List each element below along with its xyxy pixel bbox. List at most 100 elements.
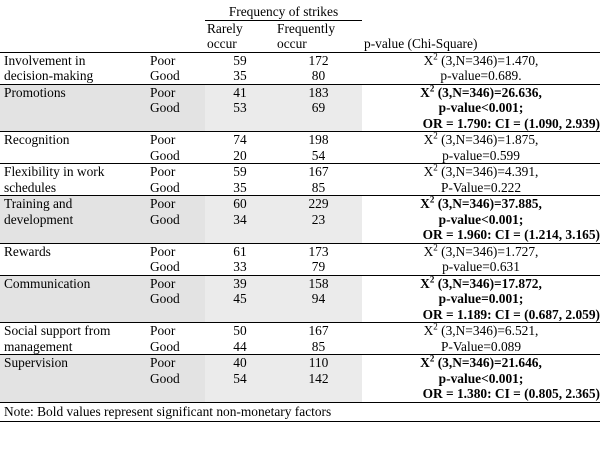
- frequently-count-cell: 173: [275, 242, 362, 259]
- frequently-count-cell: 85: [311, 179, 326, 195]
- table-row: Training and Poor 60 229 X2 (3,N=346)=37.885…: [0, 195, 600, 212]
- factor-label-cont: [0, 306, 148, 323]
- rating-cell: Good: [148, 100, 205, 116]
- pvalue-cell: P-Value=0.222: [362, 180, 600, 196]
- factor-label-cont: [0, 148, 148, 164]
- factor-label: Social support from: [0, 322, 148, 339]
- rating-cell: Poor: [148, 131, 205, 148]
- header-row-group: Frequency of strikes: [0, 4, 600, 21]
- chi-square-statistic: (3,N=346)=17.872,: [437, 275, 542, 291]
- pvalue-cell: p-value=0.001;: [362, 291, 600, 307]
- factor-label: Rewards: [0, 242, 148, 259]
- rating-cell: Good: [150, 259, 180, 274]
- chi-square-statistic: (3,N=346)=21.646,: [437, 355, 542, 370]
- rating-cell: Good: [150, 147, 180, 163]
- chi-square-statistic: (3,N=346)=4.391,: [441, 164, 539, 179]
- factor-label-cont: [0, 291, 148, 307]
- rating-cell: Good: [148, 370, 205, 386]
- frequently-count-cell: 69: [275, 100, 362, 116]
- factor-label-cont: decision-making: [4, 68, 94, 83]
- table-row: Good 20 54 p-value=0.599: [0, 148, 600, 164]
- frequently-count-cell: 85: [311, 338, 326, 354]
- factor-label: Communication: [0, 274, 148, 291]
- pvalue-cell: X2 (3,N=346)=17.872,: [362, 274, 600, 291]
- table-row: management Good 44 85 P-Value=0.089: [0, 339, 600, 355]
- frequently-count-cell: 94: [275, 291, 362, 307]
- factor-label-cont: [0, 370, 148, 386]
- rating-cell: Poor: [148, 274, 205, 291]
- chi-square-statistic: (3,N=346)=1.727,: [441, 243, 539, 259]
- rarely-count-cell: 59: [205, 51, 275, 68]
- frequently-count-cell: 167: [275, 322, 362, 339]
- table-row: Supervision Poor 40 110 X2 (3,N=346)=21.646,: [0, 354, 600, 371]
- rarely-count-cell: 61: [205, 242, 275, 259]
- table-row: Promotions Poor 41 183 X2 (3,N=346)=26.636,: [0, 83, 600, 100]
- rarely-count-cell: 35: [233, 68, 247, 83]
- factor-label: Recognition: [0, 131, 148, 148]
- pvalue-cell: OR = 1.189: CI = (0.687, 2.059): [362, 307, 600, 323]
- table-row: development Good 34 23 p-value<0.001;: [0, 211, 600, 227]
- table-row: OR = 1.380: CI = (0.805, 2.365): [0, 386, 600, 402]
- p-value-text: p-value=0.599: [442, 147, 520, 163]
- rarely-heading-line2: occur: [207, 36, 237, 51]
- factor-label: Training and: [0, 195, 148, 212]
- chi-square-superscript: 2: [433, 130, 438, 141]
- chi-square-symbol: X: [420, 84, 430, 100]
- rarely-count-cell: [205, 386, 275, 402]
- frequently-count-cell: 79: [311, 259, 326, 274]
- chi-square-statistic: (3,N=346)=1.470,: [441, 52, 539, 68]
- frequently-count-cell: 198: [275, 131, 362, 148]
- frequently-count-cell: 229: [275, 195, 362, 212]
- frequently-count-cell: 54: [311, 147, 326, 163]
- table-row: Good 45 94 p-value=0.001;: [0, 291, 600, 307]
- factor-label: Promotions: [0, 83, 148, 100]
- factor-label-cont: [0, 100, 148, 116]
- chi-square-statistic: (3,N=346)=26.636,: [437, 84, 542, 100]
- odds-ratio-text: OR = 1.380: CI = (0.805, 2.365): [422, 386, 600, 401]
- rarely-count-cell: [205, 115, 275, 132]
- pvalue-cell: X2 (3,N=346)=1.727,: [362, 242, 600, 259]
- rarely-count-cell: 40: [205, 354, 275, 371]
- rating-cell: [148, 115, 205, 132]
- rarely-count-cell: 35: [233, 179, 247, 195]
- p-value-text: P-Value=0.222: [440, 179, 522, 195]
- chi-square-symbol: X: [420, 355, 430, 370]
- rarely-count-cell: 54: [205, 370, 275, 386]
- chi-square-superscript: 2: [429, 274, 435, 285]
- chi-square-symbol: X: [423, 164, 434, 179]
- odds-ratio-text: OR = 1.960: CI = (1.214, 3.165): [422, 227, 600, 242]
- rarely-count-cell: 34: [205, 211, 275, 227]
- rating-cell: Poor: [148, 242, 205, 259]
- frequently-count-cell: 183: [275, 83, 362, 100]
- table-row: OR = 1.790: CI = (1.090, 2.939): [0, 115, 600, 132]
- header-row-columns: Rarely occur Frequently occur p-value (C…: [0, 20, 600, 52]
- pvalue-cell: p-value<0.001;: [362, 100, 600, 116]
- table-row: decision-making Good 35 80 p-value=0.689.: [0, 68, 600, 84]
- frequently-count-cell: 167: [275, 163, 362, 180]
- pvalue-cell: X2 (3,N=346)=37.885,: [362, 195, 600, 212]
- rarely-count-cell: 74: [205, 131, 275, 148]
- chi-square-superscript: 2: [429, 83, 435, 94]
- table-row: Recognition Poor 74 198 X2 (3,N=346)=1.875,: [0, 130, 600, 148]
- pvalue-cell: X2 (3,N=346)=21.646,: [362, 354, 600, 371]
- rarely-occur-heading: Rarely occur: [205, 20, 275, 52]
- table-row: Good 33 79 p-value=0.631: [0, 259, 600, 275]
- pvalue-cell: X2 (3,N=346)=26.636,: [362, 83, 600, 100]
- pvalue-cell: X2 (3,N=346)=4.391,: [362, 163, 600, 180]
- rating-cell: Poor: [148, 163, 205, 180]
- frequently-count-cell: [275, 386, 362, 402]
- factor-label-cont: [0, 227, 148, 243]
- pvalue-cell: X2 (3,N=346)=1.470,: [362, 51, 600, 68]
- p-value-text: p-value<0.001;: [438, 211, 524, 227]
- rating-cell: Poor: [148, 83, 205, 100]
- rating-cell: Good: [150, 179, 180, 195]
- frequently-heading-line2: occur: [277, 36, 307, 51]
- pvalue-cell: p-value=0.631: [362, 259, 600, 275]
- factor-label-cont: [0, 259, 148, 275]
- rarely-heading-line1: Rarely: [207, 20, 243, 36]
- p-value-text: p-value=0.631: [442, 259, 520, 274]
- rarely-count-cell: 60: [205, 195, 275, 212]
- chi-square-symbol: X: [423, 52, 434, 68]
- table-row: OR = 1.189: CI = (0.687, 2.059): [0, 306, 600, 323]
- chi-square-superscript: 2: [433, 51, 438, 62]
